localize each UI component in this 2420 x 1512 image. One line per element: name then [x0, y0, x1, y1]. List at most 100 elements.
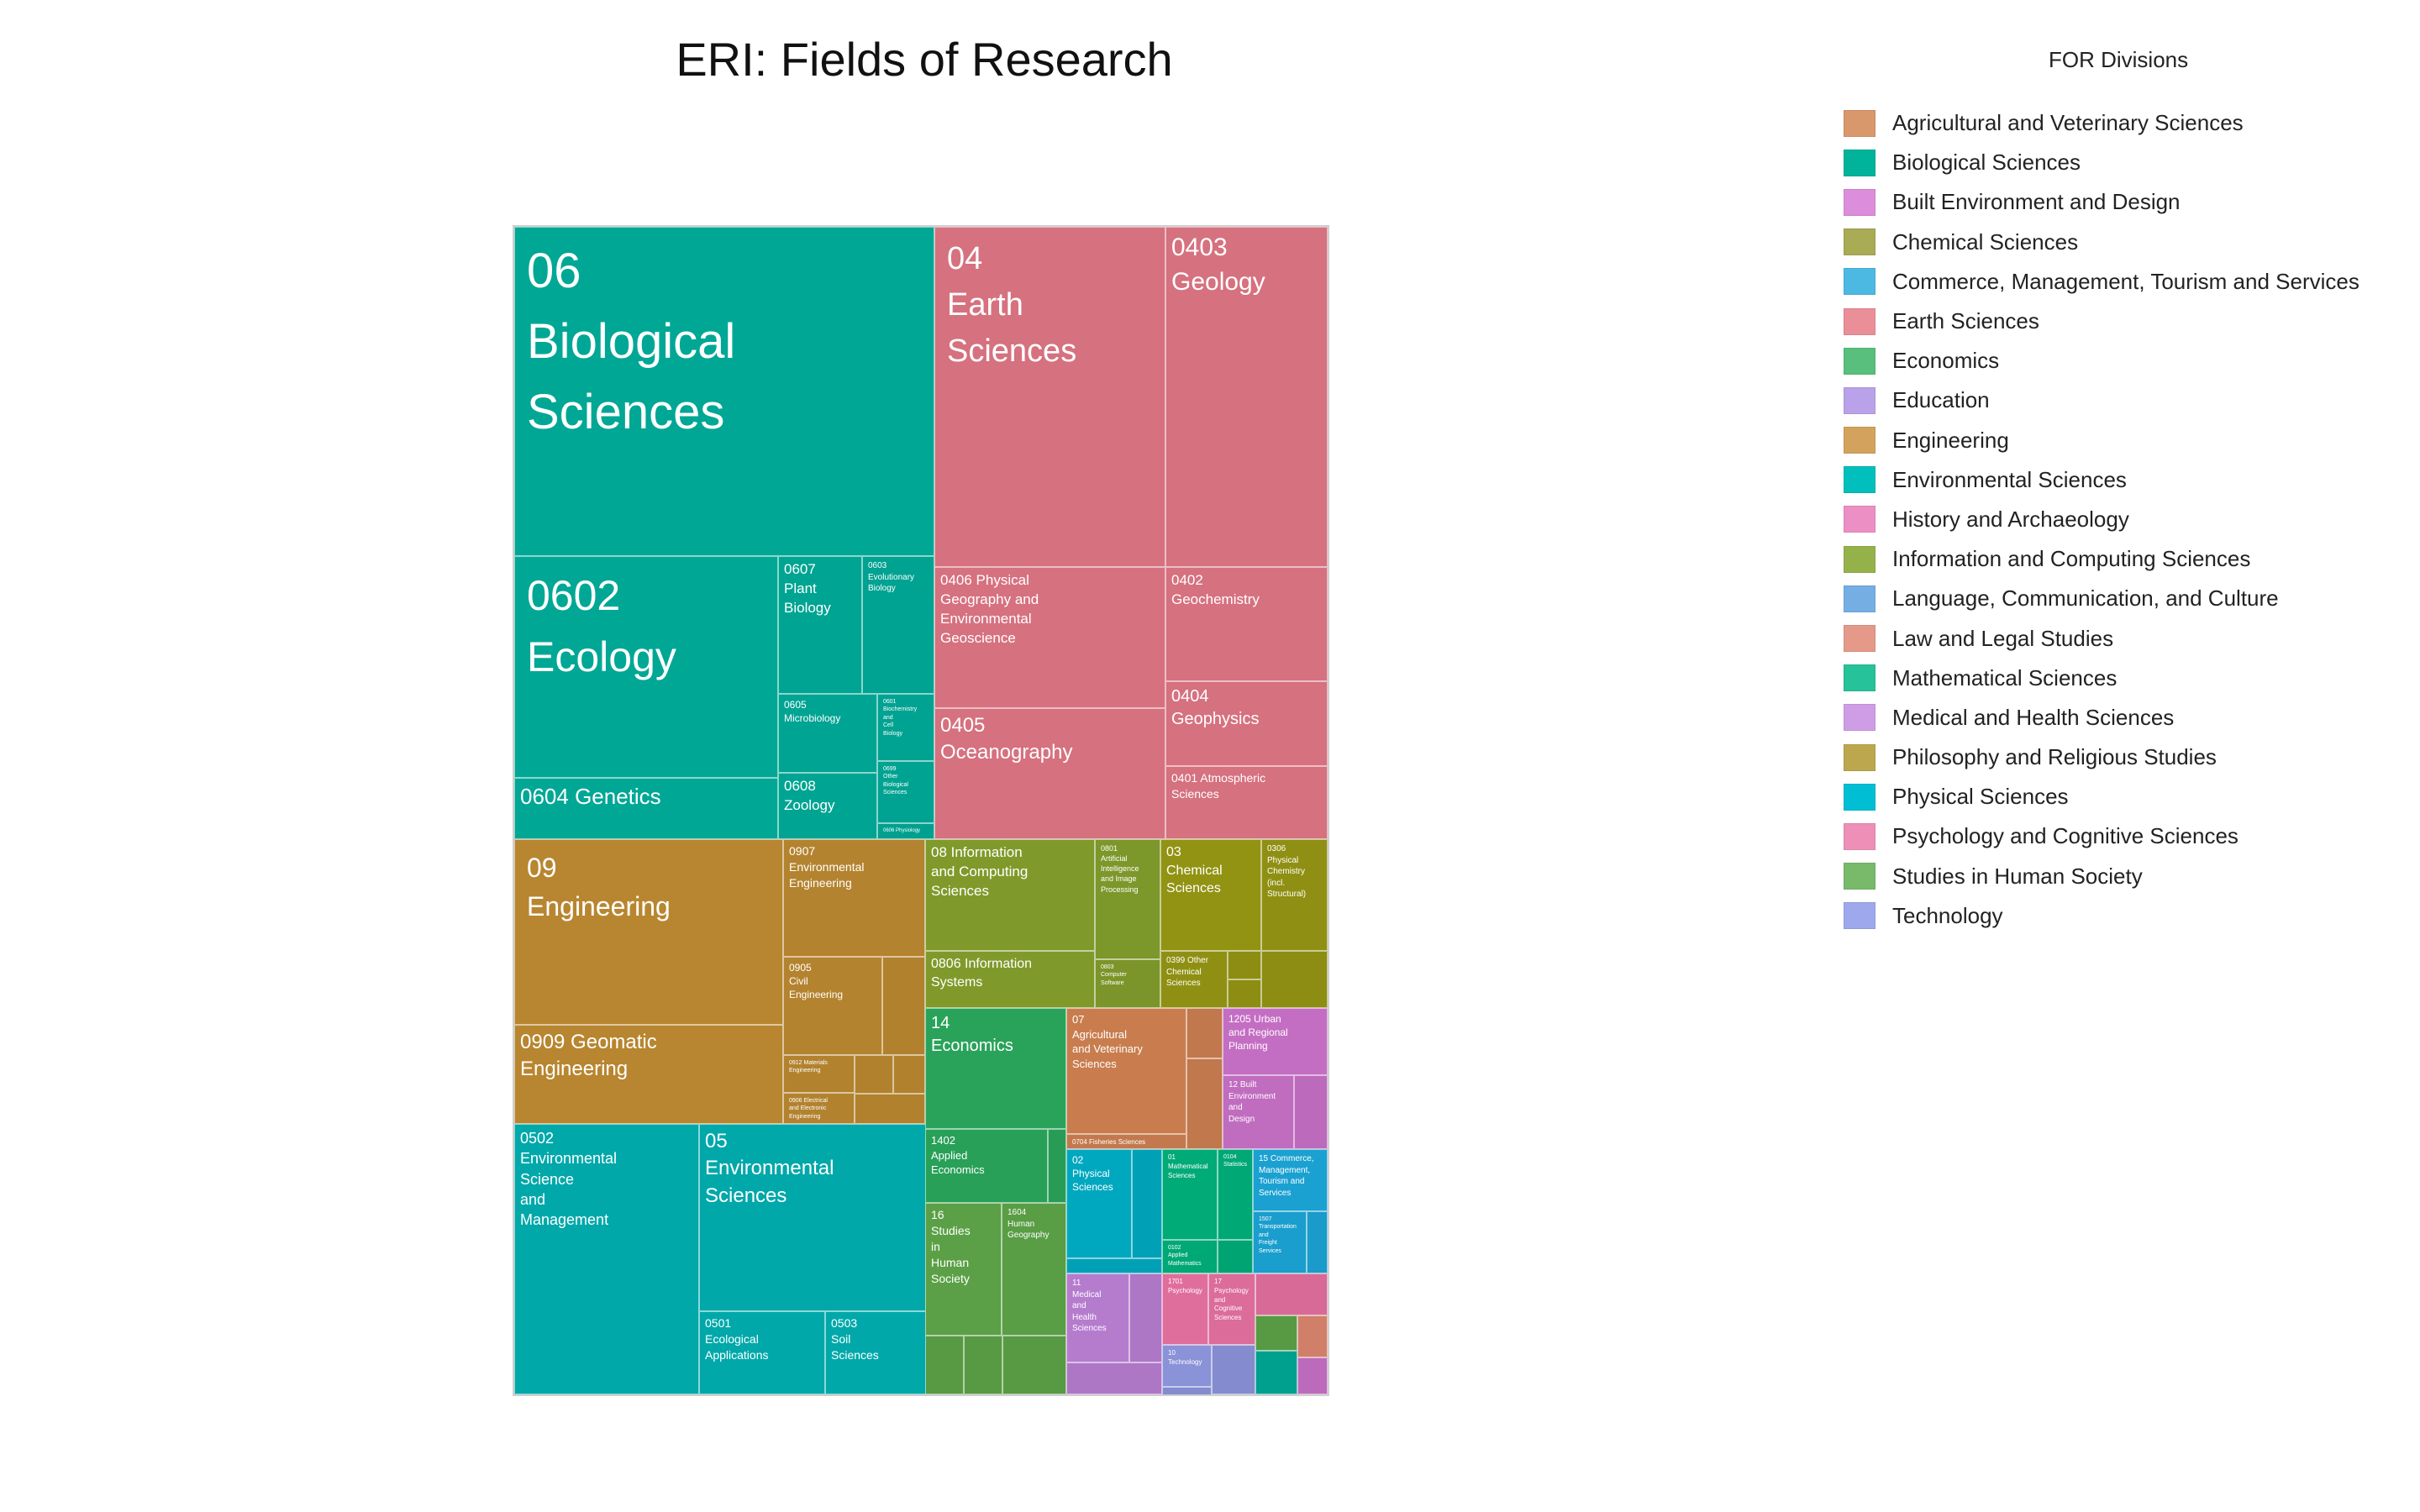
treemap-subtile[interactable] [1307, 1211, 1328, 1273]
treemap-subtile[interactable] [1297, 1315, 1328, 1357]
legend-item[interactable]: Environmental Sciences [1832, 460, 2403, 500]
treemap-tile-10[interactable]: 10 Technology [1162, 1345, 1212, 1387]
treemap-tile-0801[interactable]: 0801 Artificial Intelligence and Image P… [1095, 839, 1160, 959]
treemap-tile-0607[interactable]: 0607 Plant Biology [778, 556, 862, 694]
treemap-subtile[interactable] [1066, 1362, 1162, 1394]
treemap-subtile[interactable] [1212, 1345, 1255, 1394]
treemap-tile-0501[interactable]: 0501 Ecological Applications [699, 1311, 825, 1394]
treemap-tile-0403[interactable]: 0403 Geology [1165, 227, 1328, 567]
treemap-tile-0602[interactable]: 0602 Ecology [514, 556, 778, 778]
treemap-tile-08[interactable]: 08 Information and Computing Sciences [925, 839, 1095, 951]
legend-item[interactable]: Agricultural and Veterinary Sciences [1832, 103, 2403, 143]
treemap-tile-1604[interactable]: 1604 Human Geography [1002, 1203, 1066, 1336]
treemap-subtile[interactable] [1255, 1315, 1297, 1351]
treemap-subtile[interactable] [925, 1336, 964, 1394]
treemap-tile-0605[interactable]: 0605 Microbiology [778, 694, 877, 773]
treemap-subtile[interactable] [1132, 1149, 1162, 1258]
treemap-subtile[interactable] [855, 1055, 893, 1094]
treemap-tile-0104[interactable]: 0104 Statistics [1218, 1149, 1253, 1240]
treemap-tile-1402[interactable]: 1402 Applied Economics [925, 1129, 1048, 1203]
legend-item[interactable]: Psychology and Cognitive Sciences [1832, 816, 2403, 856]
treemap-tile-0603[interactable]: 0603 Evolutionary Biology [862, 556, 934, 694]
treemap-subtile[interactable] [893, 1055, 925, 1094]
treemap-tile-12[interactable]: 1205 Urban and Regional Planning [1223, 1008, 1328, 1075]
legend-item[interactable]: Economics [1832, 341, 2403, 381]
treemap-subtile[interactable] [1255, 1273, 1328, 1315]
treemap-tile-1507[interactable]: 1507 Transportation and Freight Services [1253, 1211, 1307, 1273]
treemap-subtile[interactable] [1048, 1129, 1066, 1203]
treemap-subtile[interactable] [1261, 951, 1328, 1008]
treemap-tile-0402[interactable]: 0402 Geochemistry [1165, 567, 1328, 681]
treemap-tile-0905[interactable]: 0905 Civil Engineering [783, 957, 882, 1055]
treemap-tile-0601[interactable]: 0601 Biochemistry and Cell Biology [877, 694, 934, 761]
legend-item[interactable]: Law and Legal Studies [1832, 618, 2403, 658]
treemap-subtile[interactable] [1002, 1336, 1066, 1394]
treemap-tile-0102[interactable]: 0102 Applied Mathematics [1162, 1240, 1218, 1273]
treemap-tile-0907[interactable]: 0907 Environmental Engineering [783, 839, 925, 957]
treemap-tile-0399[interactable]: 0399 Other Chemical Sciences [1160, 951, 1228, 1008]
treemap-tile-07[interactable]: 07 Agricultural and Veterinary Sciences [1066, 1008, 1186, 1134]
treemap-tile-0606[interactable]: 0606 Physiology [877, 823, 934, 839]
legend-item[interactable]: Information and Computing Sciences [1832, 539, 2403, 579]
treemap-tile-0699[interactable]: 0699 Other Biological Sciences [877, 761, 934, 823]
treemap-subtile[interactable] [1228, 979, 1261, 1008]
treemap-tile-09[interactable]: 09 Engineering [514, 839, 783, 1025]
treemap-subtile[interactable] [1294, 1075, 1328, 1149]
treemap-tile-05[interactable]: 05 Environmental Sciences [699, 1124, 926, 1311]
treemap-subtile[interactable] [1129, 1273, 1162, 1362]
treemap-subtile[interactable] [882, 957, 925, 1055]
legend-item[interactable]: Biological Sciences [1832, 143, 2403, 182]
legend-item[interactable]: History and Archaeology [1832, 500, 2403, 539]
treemap-tile-1701[interactable]: 1701 Psychology [1162, 1273, 1208, 1345]
treemap-tile-14[interactable]: 14 Economics [925, 1008, 1066, 1129]
treemap-tile-0401[interactable]: 0401 Atmospheric Sciences [1165, 766, 1328, 839]
treemap-subtile[interactable] [1218, 1240, 1253, 1273]
treemap-tile-06[interactable]: 06 Biological Sciences [514, 227, 934, 556]
treemap-subtile[interactable] [1255, 1351, 1297, 1394]
legend-item[interactable]: Technology [1832, 896, 2403, 936]
treemap-tile-0906[interactable]: 0906 Electrical and Electronic Engineeri… [783, 1093, 855, 1124]
treemap-tile-0608[interactable]: 0608 Zoology [778, 773, 877, 839]
treemap-tile-0503[interactable]: 0503 Soil Sciences [825, 1311, 926, 1394]
legend-item[interactable]: Commerce, Management, Tourism and Servic… [1832, 262, 2403, 302]
treemap-tile-15[interactable]: 15 Commerce, Management, Tourism and Ser… [1253, 1149, 1328, 1211]
treemap-tile-01[interactable]: 01 Mathematical Sciences [1162, 1149, 1218, 1240]
legend-item[interactable]: Engineering [1832, 421, 2403, 460]
treemap-subtile[interactable] [1162, 1387, 1212, 1394]
treemap-tile-0405[interactable]: 0405 Oceanography [934, 708, 1165, 839]
treemap-tile-0406[interactable]: 0406 Physical Geography and Environmenta… [934, 567, 1165, 708]
legend-item[interactable]: Language, Communication, and Culture [1832, 579, 2403, 618]
treemap-tile-0704[interactable]: 0704 Fisheries Sciences [1066, 1134, 1186, 1149]
legend-item[interactable]: Mathematical Sciences [1832, 659, 2403, 698]
treemap-tile-0806[interactable]: 0806 Information Systems [925, 951, 1095, 1008]
treemap-tile-0404[interactable]: 0404 Geophysics [1165, 681, 1328, 766]
treemap-subtile[interactable] [855, 1094, 925, 1124]
legend-item[interactable]: Philosophy and Religious Studies [1832, 738, 2403, 777]
treemap-tile-0604[interactable]: 0604 Genetics [514, 778, 778, 839]
treemap-tile-0306[interactable]: 0306 Physical Chemistry (incl. Structura… [1261, 839, 1328, 951]
treemap-tile-0909[interactable]: 0909 Geomatic Engineering [514, 1025, 783, 1124]
legend-item[interactable]: Medical and Health Sciences [1832, 698, 2403, 738]
legend-item[interactable]: Built Environment and Design [1832, 182, 2403, 222]
treemap-tile-17[interactable]: 17 Psychology and Cognitive Sciences [1208, 1273, 1255, 1345]
treemap-tile-0912[interactable]: 0912 Materials Engineering [783, 1055, 855, 1093]
treemap-subtile[interactable] [1186, 1058, 1223, 1149]
treemap-subtile[interactable] [1186, 1008, 1223, 1058]
legend-item[interactable]: Studies in Human Society [1832, 857, 2403, 896]
treemap-tile-02[interactable]: 02 Physical Sciences [1066, 1149, 1132, 1258]
legend-item[interactable]: Education [1832, 381, 2403, 420]
treemap-tile-11[interactable]: 11 Medical and Health Sciences [1066, 1273, 1129, 1362]
legend-item[interactable]: Chemical Sciences [1832, 223, 2403, 262]
treemap-tile-16[interactable]: 16 Studies in Human Society [925, 1203, 1002, 1336]
legend-item[interactable]: Physical Sciences [1832, 777, 2403, 816]
treemap-subtile[interactable] [1297, 1357, 1328, 1394]
treemap-tile-0803[interactable]: 0803 Computer Software [1095, 959, 1160, 1008]
treemap-tile-04[interactable]: 04 Earth Sciences [934, 227, 1165, 567]
treemap-subtile[interactable] [964, 1336, 1002, 1394]
treemap-subtile[interactable] [1228, 951, 1261, 979]
treemap-tile-0502[interactable]: 0502 Environmental Science and Managemen… [514, 1124, 699, 1394]
legend-item[interactable]: Earth Sciences [1832, 302, 2403, 341]
treemap-tile-12[interactable]: 12 Built Environment and Design [1223, 1075, 1294, 1149]
treemap-tile-03[interactable]: 03 Chemical Sciences [1160, 839, 1261, 951]
treemap-subtile[interactable] [1066, 1258, 1162, 1273]
